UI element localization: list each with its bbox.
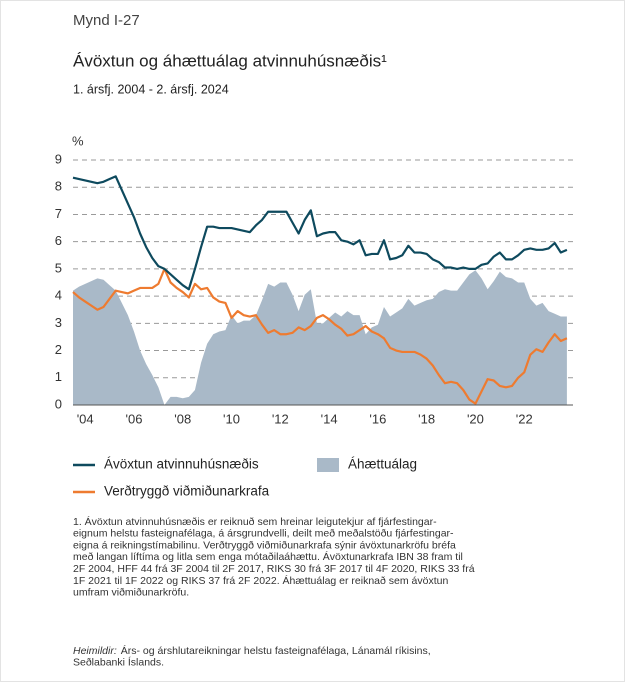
y-tick-label: 2 — [55, 342, 62, 357]
y-tick-label: 9 — [55, 151, 62, 166]
footnote-line: eigna á reikningstímabilinu. Verðtryggð … — [73, 539, 456, 551]
legend-label: Ávöxtun atvinnuhúsnæðis — [104, 457, 259, 472]
footnote-line: 1. Ávöxtun atvinnuhúsnæðis er reiknuð se… — [73, 515, 437, 528]
chart-subtitle: 1. ársfj. 2004 - 2. ársfj. 2024 — [73, 82, 229, 96]
legend-label: Áhættuálag — [348, 457, 417, 472]
x-tick-label: '08 — [174, 411, 191, 426]
area — [73, 270, 567, 405]
footnote-line: 1F 2021 til 1F 2022 og RIKS 37 frá 2F 20… — [73, 574, 448, 587]
footnote-line: með langan líftíma og litla sem enga mót… — [73, 550, 463, 563]
source: Heimildir: Árs- og árshlutareikningar hel… — [73, 644, 431, 657]
y-axis-label: % — [72, 133, 84, 148]
chart-title: Ávöxtun og áhættuálag atvinnuhúsnæðis¹ — [73, 51, 387, 70]
y-tick-label: 3 — [55, 315, 62, 330]
x-tick-label: '20 — [467, 411, 484, 426]
source-text: Seðlabanki Íslands. — [73, 656, 164, 669]
y-tick-label: 5 — [55, 260, 62, 275]
source-text: Árs- og árshlutareikningar helstu fastei… — [121, 644, 431, 657]
footnote-line: 2F 2004, HFF 44 frá 3F 2004 til 2F 2017,… — [73, 563, 475, 575]
x-tick-label: '14 — [321, 411, 338, 426]
source-label: Heimildir: — [73, 645, 117, 657]
x-tick-label: '04 — [77, 411, 94, 426]
y-tick-label: 7 — [55, 206, 62, 221]
legend-swatch — [317, 458, 339, 472]
figure-number: Mynd I-27 — [73, 12, 140, 29]
line — [72, 267, 568, 405]
y-tick-label: 0 — [55, 396, 62, 411]
footnote-line: umfram viðmiðunarkröfu. — [73, 587, 189, 599]
legend-label: Verðtryggð viðmiðunarkrafa — [104, 484, 270, 499]
x-tick-label: '10 — [223, 411, 240, 426]
x-tick-label: '18 — [418, 411, 435, 426]
y-tick-label: 6 — [55, 233, 62, 248]
x-tick-label: '12 — [272, 411, 289, 426]
footnote-line: eignum helstu fasteignafélaga, á ársgrun… — [73, 528, 454, 540]
x-tick-label: '22 — [516, 411, 533, 426]
x-tick-label: '06 — [125, 411, 142, 426]
y-tick-label: 1 — [55, 369, 62, 384]
y-tick-label: 4 — [55, 288, 62, 303]
y-tick-label: 8 — [55, 179, 62, 194]
x-tick-label: '16 — [369, 411, 386, 426]
line — [72, 175, 568, 291]
